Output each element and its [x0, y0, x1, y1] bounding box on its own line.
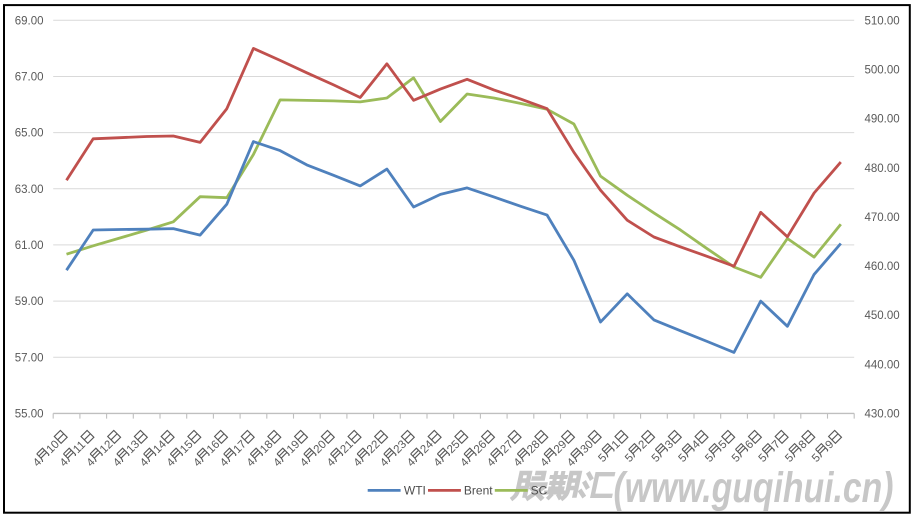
- svg-text:57.00: 57.00: [15, 352, 44, 364]
- svg-text:430.00: 430.00: [865, 409, 900, 421]
- svg-text:480.00: 480.00: [865, 163, 900, 175]
- svg-text:61.00: 61.00: [15, 240, 44, 252]
- svg-text:69.00: 69.00: [15, 15, 44, 27]
- svg-text:63.00: 63.00: [15, 184, 44, 196]
- svg-text:440.00: 440.00: [865, 359, 900, 371]
- svg-text:SC: SC: [531, 484, 548, 498]
- svg-text:490.00: 490.00: [865, 114, 900, 126]
- svg-text:59.00: 59.00: [15, 296, 44, 308]
- svg-text:65.00: 65.00: [15, 128, 44, 140]
- svg-text:450.00: 450.00: [865, 310, 900, 322]
- svg-text:67.00: 67.00: [15, 72, 44, 84]
- svg-text:470.00: 470.00: [865, 212, 900, 224]
- svg-text:510.00: 510.00: [865, 16, 900, 28]
- svg-text:55.00: 55.00: [15, 409, 44, 421]
- svg-text:(www.guqihui.cn): (www.guqihui.cn): [614, 465, 894, 512]
- svg-text:Brent: Brent: [464, 484, 493, 498]
- svg-text:460.00: 460.00: [865, 261, 900, 273]
- svg-text:500.00: 500.00: [865, 65, 900, 77]
- svg-text:WTI: WTI: [404, 484, 426, 498]
